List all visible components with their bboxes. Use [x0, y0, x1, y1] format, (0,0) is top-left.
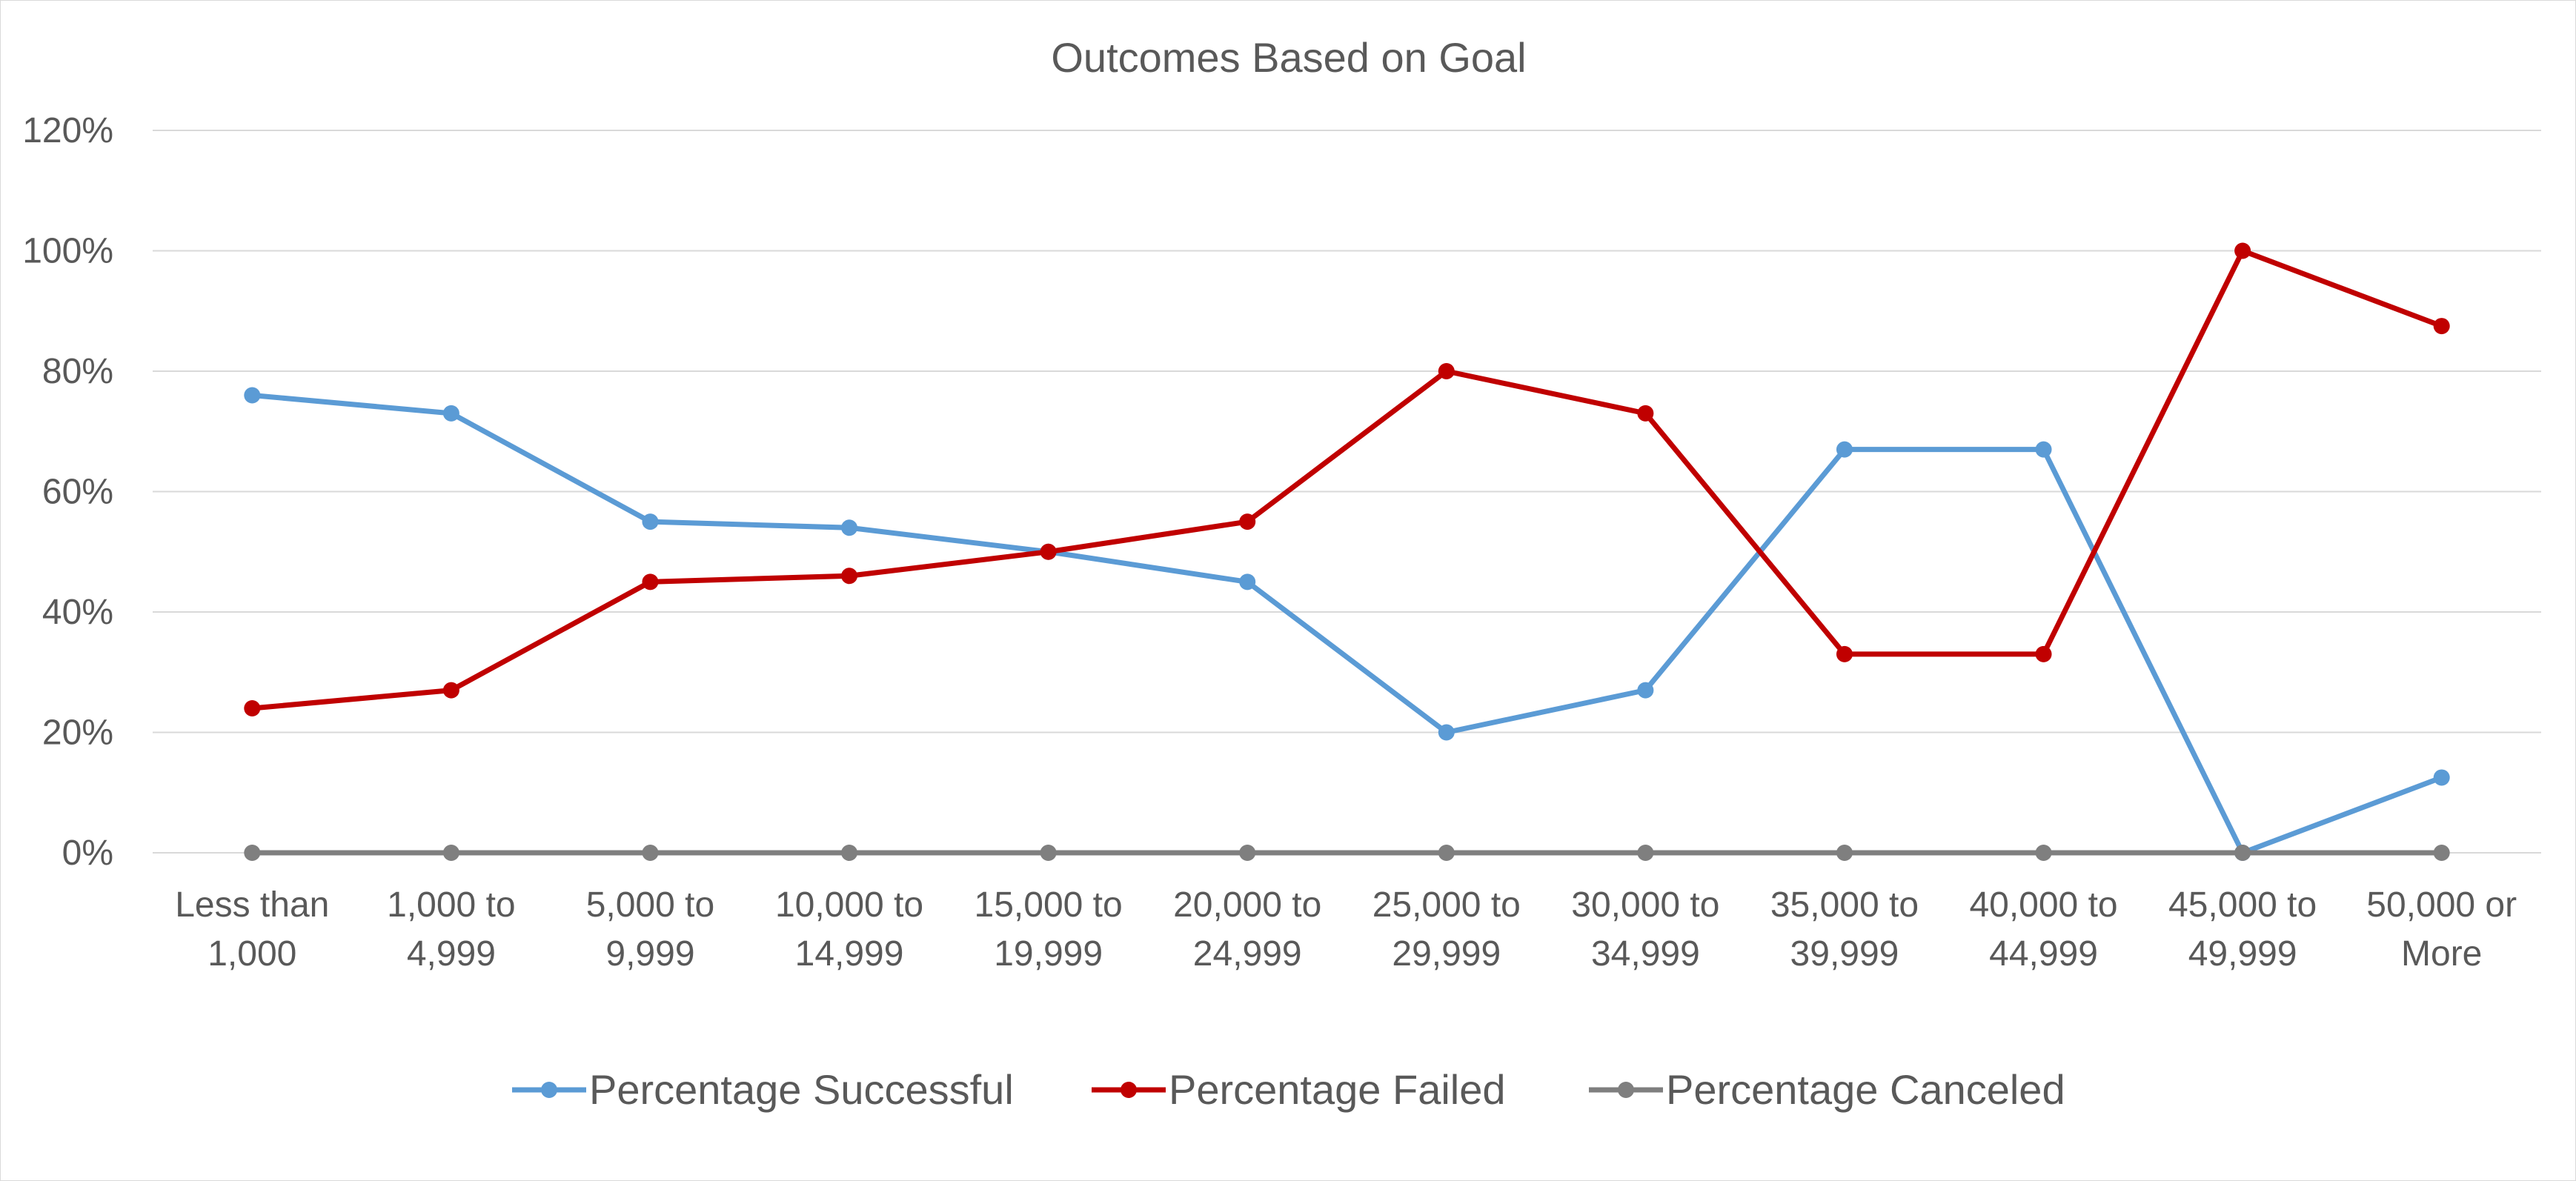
- y-axis-tick-labels: 0% 20% 40% 60% 80% 100% 120%: [22, 111, 113, 873]
- series-line: [249, 248, 2445, 711]
- data-point: [1637, 845, 1654, 861]
- data-point: [841, 568, 858, 585]
- data-point: [2433, 845, 2450, 861]
- series-percentage-successful: [244, 387, 2450, 861]
- gridlines: [153, 130, 2541, 854]
- data-point: [442, 405, 459, 422]
- data-point: [1239, 513, 1256, 530]
- x-tick-label: Less than 1,000: [175, 885, 329, 974]
- y-tick-label: 20%: [42, 713, 113, 753]
- x-axis-tick-labels: Less than 1,000 1,000 to 4,999 5,000 to 9,999…: [175, 885, 2517, 974]
- legend-swatch-marker: [1618, 1082, 1634, 1098]
- data-point: [244, 845, 261, 861]
- x-tick-label: 1,000 to 4,999: [387, 885, 515, 974]
- x-tick-label: 40,000 to 44,999: [1969, 885, 2117, 974]
- y-tick-label: 100%: [22, 232, 113, 271]
- x-tick-label: 15,000 to 19,999: [975, 885, 1123, 974]
- x-tick-label: 20,000 to 24,999: [1173, 885, 1321, 974]
- data-point: [442, 682, 459, 699]
- series-percentage-failed: [244, 242, 2450, 716]
- x-tick-label: 50,000 or More: [2366, 885, 2517, 974]
- legend-label: Percentage Failed: [1169, 1066, 1506, 1113]
- data-point: [2234, 242, 2251, 259]
- data-point: [1239, 845, 1256, 861]
- legend-item: Percentage Canceled: [1589, 1066, 2065, 1113]
- y-tick-label: 40%: [42, 593, 113, 632]
- data-point: [1239, 573, 1256, 590]
- data-point: [1836, 645, 1853, 662]
- data-point: [1438, 363, 1455, 379]
- legend-swatch-marker: [541, 1082, 557, 1098]
- data-point: [841, 519, 858, 536]
- y-tick-label: 60%: [42, 473, 113, 512]
- data-point: [1637, 405, 1654, 422]
- legend-swatch-marker: [1121, 1082, 1137, 1098]
- legend: Percentage Successful Percentage Failed Pe…: [512, 1066, 2065, 1113]
- y-tick-label: 80%: [42, 352, 113, 391]
- data-point: [841, 845, 858, 861]
- data-point: [2035, 441, 2052, 458]
- data-point: [1836, 845, 1853, 861]
- data-point: [2433, 318, 2450, 335]
- data-point: [442, 845, 459, 861]
- data-point: [642, 573, 659, 590]
- x-tick-label: 30,000 to 34,999: [1571, 885, 1719, 974]
- x-tick-label: 45,000 to 49,999: [2168, 885, 2317, 974]
- legend-label: Percentage Canceled: [1666, 1066, 2065, 1113]
- x-tick-label: 10,000 to 14,999: [775, 885, 923, 974]
- x-tick-label: 35,000 to 39,999: [1770, 885, 1919, 974]
- data-point: [1040, 845, 1057, 861]
- data-point: [2035, 845, 2052, 861]
- data-point: [642, 845, 659, 861]
- legend-item: Percentage Successful: [512, 1066, 1014, 1113]
- series-percentage-canceled: [244, 845, 2450, 861]
- series-line: [249, 393, 2445, 856]
- data-point: [1438, 724, 1455, 741]
- legend-label: Percentage Successful: [589, 1066, 1014, 1113]
- data-point: [1637, 682, 1654, 699]
- series-lines: [244, 242, 2450, 861]
- y-tick-label: 120%: [22, 111, 113, 150]
- data-point: [1438, 845, 1455, 861]
- data-point: [2433, 769, 2450, 786]
- data-point: [2035, 645, 2052, 662]
- chart-title: Outcomes Based on Goal: [1051, 34, 1526, 81]
- x-tick-label: 5,000 to 9,999: [586, 885, 714, 974]
- legend-item: Percentage Failed: [1092, 1066, 1506, 1113]
- data-point: [1040, 543, 1057, 560]
- x-tick-label: 25,000 to 29,999: [1372, 885, 1521, 974]
- data-point: [244, 387, 261, 404]
- data-point: [1836, 441, 1853, 458]
- data-point: [642, 513, 659, 530]
- y-tick-label: 0%: [62, 834, 113, 873]
- data-point: [244, 700, 261, 716]
- data-point: [2234, 845, 2251, 861]
